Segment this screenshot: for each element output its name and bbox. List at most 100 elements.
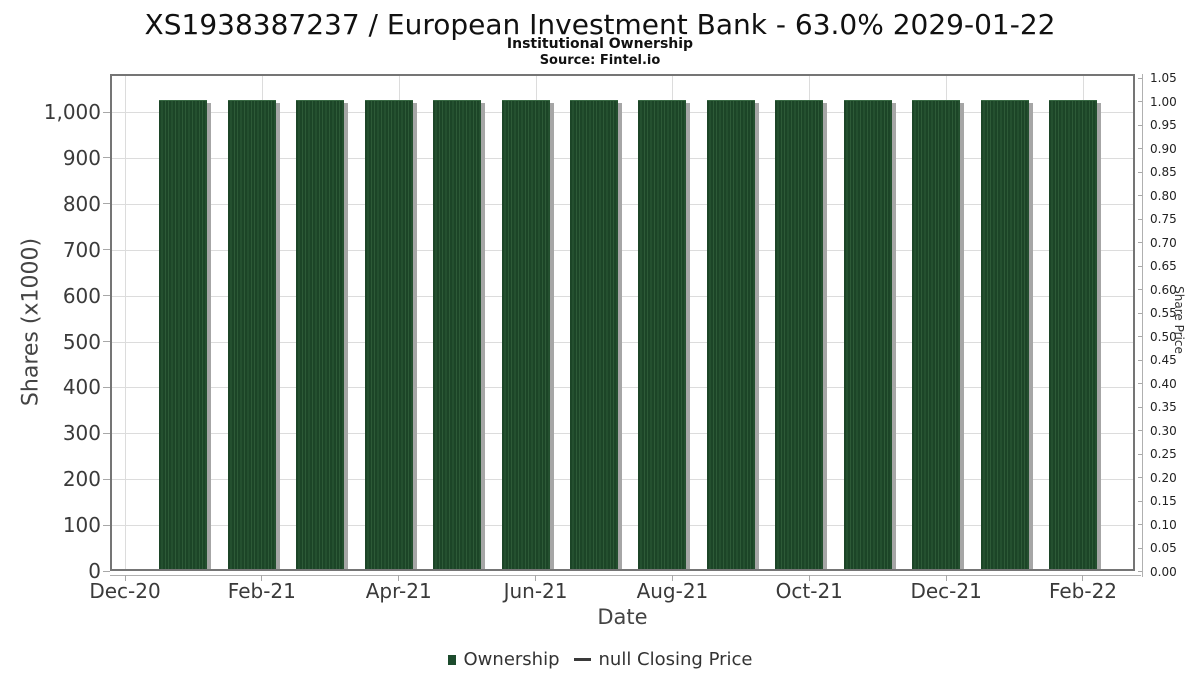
ownership-bar xyxy=(433,99,482,571)
legend: Ownership null Closing Price xyxy=(0,649,1200,670)
ownership-bar xyxy=(501,99,550,571)
y-tick-right xyxy=(1138,265,1142,267)
y-tick-right xyxy=(1138,171,1142,173)
x-axis-line xyxy=(110,575,1141,576)
bar-shadow xyxy=(549,102,554,571)
line-swatch-icon xyxy=(573,658,591,661)
y-tick-label-right: 0.40 xyxy=(1150,376,1177,391)
ownership-bar xyxy=(364,99,413,571)
y-tick-label-right: 0.30 xyxy=(1150,423,1177,438)
ownership-bar xyxy=(159,99,208,571)
x-tick xyxy=(124,575,126,581)
y-tick-label-right: 0.65 xyxy=(1150,259,1177,274)
y-tick-label-right: 0.15 xyxy=(1150,494,1177,509)
y-tick-label-left: 600 xyxy=(62,283,101,308)
x-tick-label: Apr-21 xyxy=(365,579,432,603)
y-axis-label-left: Shares (x1000) xyxy=(18,237,44,407)
y-tick-label-right: 1.00 xyxy=(1150,94,1177,109)
y-tick-label-right: 0.25 xyxy=(1150,447,1177,462)
chart-source: Source: Fintel.io xyxy=(539,53,661,68)
y-tick-right xyxy=(1138,383,1142,385)
y-axis-label-right: Share Price xyxy=(1172,286,1186,354)
y-tick-right xyxy=(1138,289,1142,291)
y-tick-left xyxy=(103,570,110,572)
h-gridline xyxy=(110,203,1135,205)
x-tick-label: Jun-21 xyxy=(503,579,568,603)
y-tick-label-right: 1.05 xyxy=(1150,71,1177,86)
y-tick-left xyxy=(103,157,110,159)
x-tick-label: Aug-21 xyxy=(636,579,709,603)
ownership-bar xyxy=(980,99,1029,571)
y-tick-label-left: 900 xyxy=(62,145,101,170)
h-gridline xyxy=(110,295,1135,297)
y-tick-left xyxy=(103,249,110,251)
x-tick-label: Dec-20 xyxy=(89,579,161,603)
ownership-bar xyxy=(912,99,961,571)
bar-shadow xyxy=(823,102,828,571)
y-tick-left xyxy=(103,203,110,205)
chart-title: XS1938387237 / European Investment Bank … xyxy=(144,8,1056,41)
x-tick xyxy=(671,575,673,581)
h-gridline xyxy=(110,479,1135,481)
ownership-bar xyxy=(706,99,755,571)
ownership-bar xyxy=(775,99,824,571)
legend-item: null Closing Price xyxy=(573,649,753,670)
y-tick-label-left: 500 xyxy=(62,329,101,354)
h-gridline xyxy=(110,112,1135,114)
y-tick-right xyxy=(1138,571,1142,573)
y-tick-right xyxy=(1138,453,1142,455)
x-tick xyxy=(808,575,810,581)
ownership-bar xyxy=(296,99,345,571)
v-gridline xyxy=(125,74,126,571)
ownership-bar xyxy=(570,99,618,571)
y-tick-left xyxy=(103,524,110,526)
y-tick-left xyxy=(103,386,110,388)
y-tick-label-right: 0.95 xyxy=(1150,118,1177,133)
x-tick-label: Feb-22 xyxy=(1048,579,1118,603)
legend-label: null Closing Price xyxy=(598,649,753,670)
y-tick-label-left: 700 xyxy=(62,237,101,262)
ownership-bar xyxy=(843,99,892,571)
y-tick-label-right: 0.05 xyxy=(1150,541,1177,556)
legend-item: Ownership xyxy=(447,649,560,670)
h-gridline xyxy=(110,341,1135,343)
y-tick-left xyxy=(103,432,110,434)
h-gridline xyxy=(110,249,1135,251)
bar-shadow xyxy=(275,102,280,571)
y-tick-right xyxy=(1138,477,1142,479)
y-tick-right xyxy=(1138,101,1142,103)
y-tick-right xyxy=(1138,430,1142,432)
plot-area xyxy=(110,74,1135,571)
h-gridline xyxy=(110,433,1135,435)
legend-label: Ownership xyxy=(463,649,560,670)
y-tick-right xyxy=(1138,77,1142,79)
x-tick xyxy=(398,575,400,581)
x-axis-label: Date xyxy=(597,605,648,629)
y-tick-left xyxy=(103,295,110,297)
ownership-bar xyxy=(638,99,687,571)
y-tick-right xyxy=(1138,312,1142,314)
bar-shadow xyxy=(618,102,622,571)
y-tick-right xyxy=(1138,406,1142,408)
y-tick-label-right: 0.75 xyxy=(1150,212,1177,227)
x-tick-label: Dec-21 xyxy=(910,579,982,603)
h-gridline xyxy=(110,387,1135,389)
y-tick-left xyxy=(103,341,110,343)
y-tick-label-right: 0.55 xyxy=(1150,306,1177,321)
bar-swatch-icon xyxy=(447,654,456,665)
y-tick-label-left: 0 xyxy=(88,559,101,583)
y-tick-label-right: 0.80 xyxy=(1150,188,1177,203)
y-tick-label-right: 0.50 xyxy=(1150,329,1177,344)
y-tick-right xyxy=(1138,336,1142,338)
y-tick-right xyxy=(1138,500,1142,502)
bar-shadow xyxy=(481,102,486,571)
y-tick-label-left: 1,000 xyxy=(43,100,101,125)
bar-shadow xyxy=(207,102,212,571)
y-tick-left xyxy=(103,478,110,480)
y-tick-label-right: 0.85 xyxy=(1150,165,1177,180)
h-gridline xyxy=(110,157,1135,159)
y-tick-label-left: 300 xyxy=(62,421,101,446)
h-gridline xyxy=(110,525,1135,527)
ownership-bar xyxy=(1049,99,1098,571)
